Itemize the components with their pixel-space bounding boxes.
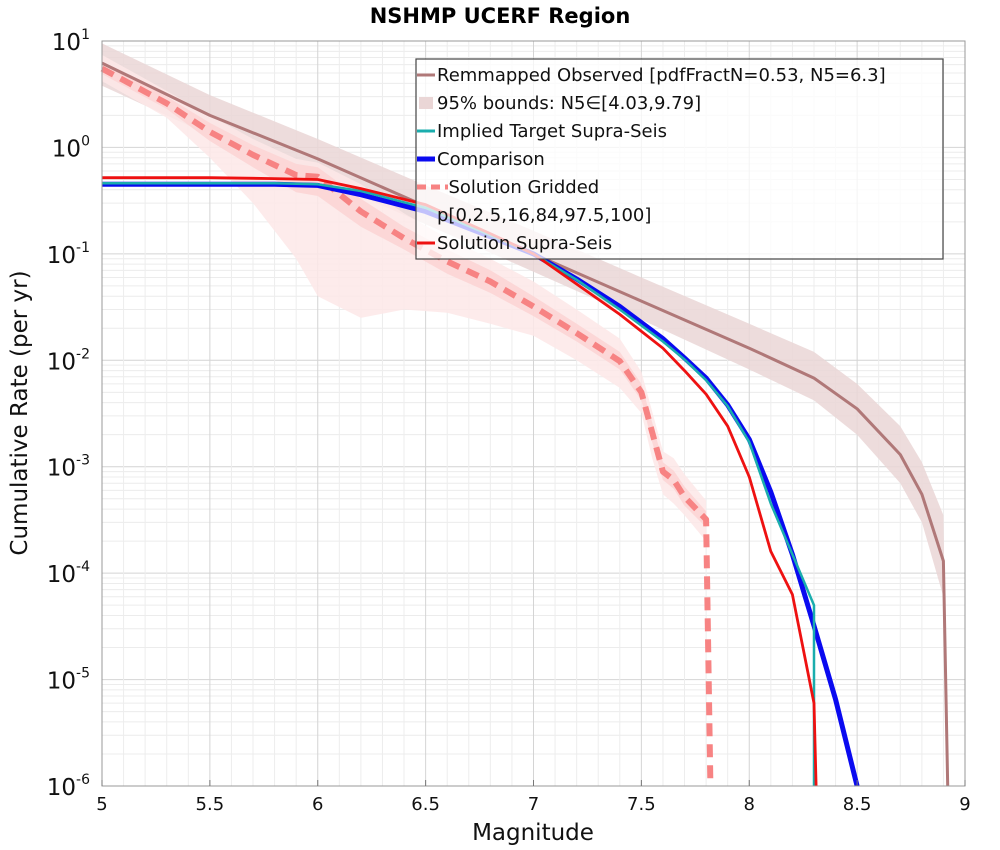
y-tick-exponent: -2	[76, 346, 90, 362]
y-tick-label: 10-5	[47, 666, 90, 695]
x-tick-label: 7.5	[627, 794, 656, 815]
y-tick-exponent: -5	[76, 666, 90, 682]
x-axis-label: Magnitude	[472, 820, 594, 846]
x-tick-label: 6	[312, 794, 323, 815]
y-tick-exponent: -4	[76, 559, 90, 575]
y-tick-base: 10	[47, 456, 76, 482]
y-tick-label: 101	[52, 27, 90, 56]
y-tick-label: 10-1	[47, 240, 90, 269]
bands-layer	[102, 43, 948, 786]
legend-label: 95% bounds: N5∈[4.03,9.79]	[437, 93, 701, 114]
y-tick-label: 10-2	[47, 346, 90, 375]
x-tick-label: 6.5	[411, 794, 440, 815]
y-tick-exponent: -6	[76, 772, 90, 788]
x-tick-label: 5	[96, 794, 107, 815]
y-tick-base: 10	[47, 243, 76, 269]
series-layer	[100, 61, 950, 787]
series-line	[101, 61, 950, 787]
y-tick-base: 10	[52, 136, 81, 162]
series-line	[100, 65, 714, 787]
y-tick-label: 10-6	[47, 772, 90, 801]
y-tick-base: 10	[47, 775, 76, 801]
y-axis-label: Cumulative Rate (per yr)	[7, 270, 33, 555]
y-tick-base: 10	[52, 30, 81, 56]
chart-title: NSHMP UCERF Region	[370, 4, 631, 28]
legend: Remmapped Observed [pdfFractN=0.53, N5=6…	[415, 58, 944, 260]
x-tick-label: 5.5	[196, 794, 225, 815]
y-tick-exponent: -3	[76, 453, 90, 469]
y-tick-exponent: 1	[81, 27, 90, 43]
legend-label: Comparison	[437, 149, 545, 170]
legend-box	[415, 58, 944, 260]
y-tick-exponent: -1	[76, 240, 90, 256]
x-tick-label: 8	[744, 794, 755, 815]
legend-label: Remmapped Observed [pdfFractN=0.53, N5=6…	[437, 65, 886, 86]
legend-swatch	[419, 97, 433, 109]
legend-label: Implied Target Supra-Seis	[437, 121, 667, 142]
x-tick-label: 8.5	[843, 794, 872, 815]
x-tick-label: 9	[959, 794, 970, 815]
y-tick-label: 10-4	[47, 559, 90, 588]
y-tick-label: 10-3	[47, 453, 90, 482]
legend-label: Solution Supra-Seis	[437, 233, 612, 254]
x-axis-ticks: 5 5.5 6 6.5 7 7.5 8 8.5 9	[96, 780, 971, 815]
y-tick-base: 10	[47, 669, 76, 695]
y-tick-base: 10	[47, 349, 76, 375]
series-line	[102, 176, 818, 787]
y-tick-exponent: 0	[81, 133, 90, 149]
series-line	[102, 182, 816, 786]
band-area	[102, 54, 707, 542]
x-tick-label: 7	[528, 794, 539, 815]
legend-label: Solution Gridded	[437, 177, 599, 198]
y-tick-base: 10	[47, 562, 76, 588]
y-tick-label: 100	[52, 133, 90, 162]
legend-label: p[0,2.5,16,84,97.5,100]	[437, 205, 651, 226]
